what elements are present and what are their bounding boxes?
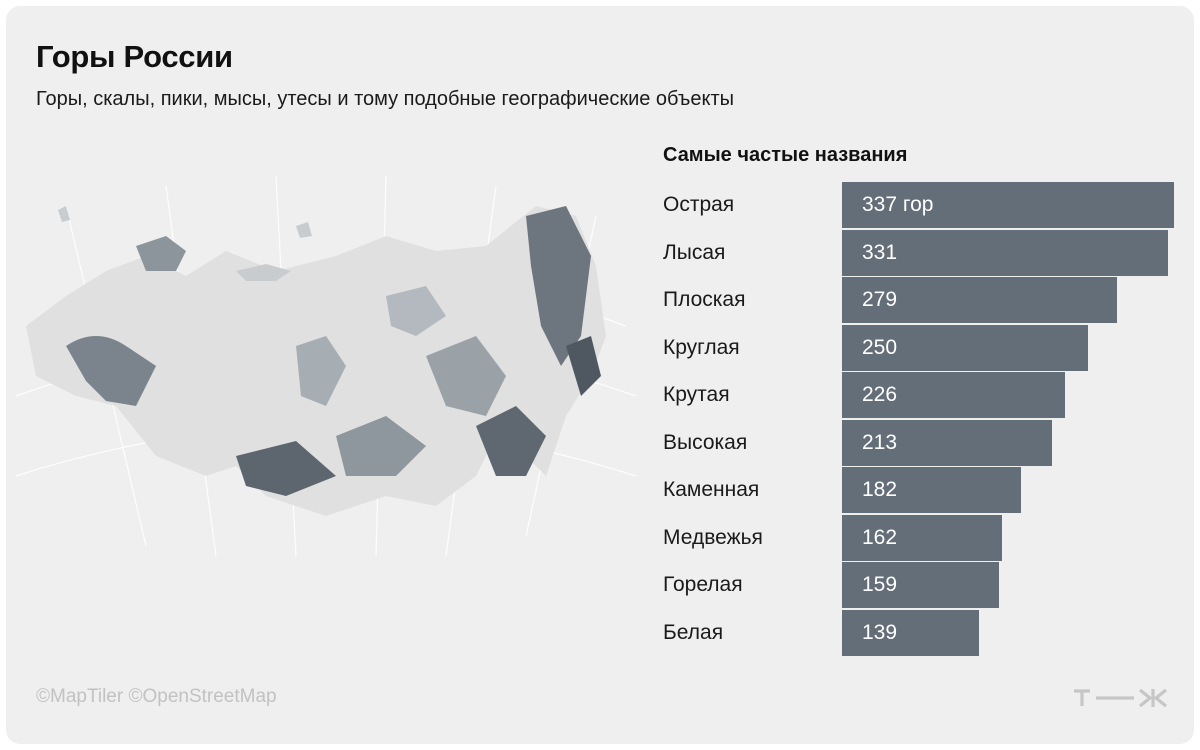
- bar-value-label: 226: [862, 383, 898, 406]
- bar: 162: [842, 514, 1002, 561]
- bar-value-label: 337 гор: [862, 193, 934, 216]
- bar-value-label: 139: [862, 620, 898, 644]
- page-title: Горы России: [36, 39, 233, 74]
- russia-mountains-map: [15, 176, 637, 557]
- bar-value-label: 213: [862, 430, 898, 454]
- bar-value-label: 182: [862, 478, 898, 501]
- bar: 226: [842, 372, 1065, 418]
- bar-category-label: Каменная: [663, 478, 760, 501]
- bar-category-label: Острая: [663, 193, 735, 216]
- infographic-card: Горы России Горы, скалы, пики, мысы, уте…: [6, 6, 1194, 744]
- bar: 182: [842, 467, 1022, 513]
- page-subtitle: Горы, скалы, пики, мысы, утесы и тому по…: [36, 88, 734, 110]
- bar: 337 гор: [842, 182, 1174, 228]
- map-credit: ©MapTiler ©OpenStreetMap: [36, 686, 277, 707]
- bar-category-label: Круглая: [663, 335, 740, 359]
- bar-value-label: 279: [862, 288, 898, 311]
- bar-category-label: Лысая: [663, 240, 726, 264]
- bar-category-label: Белая: [663, 620, 724, 644]
- bar-value-label: 250: [862, 335, 898, 359]
- bar-category-label: Медвежья: [663, 525, 763, 549]
- bar-category-label: Крутая: [663, 383, 730, 406]
- tzh-logo-icon: [1074, 688, 1167, 708]
- bar: 139: [842, 609, 979, 656]
- bar-chart: Острая 337 гор Лысая 331 Плоская 279 Круглая 25…: [6, 6, 1194, 744]
- bar: 331: [842, 229, 1169, 276]
- bar-category-label: Высокая: [663, 430, 748, 454]
- bar: 250: [842, 324, 1089, 371]
- bar-value-label: 331: [862, 240, 898, 264]
- bar: 279: [842, 277, 1117, 323]
- chart-title: Самые частые названия: [663, 144, 908, 166]
- bar-value-label: 159: [862, 573, 898, 596]
- bar-category-label: Горелая: [663, 573, 743, 596]
- bar: 159: [842, 562, 999, 608]
- bar: 213: [842, 419, 1052, 466]
- bar-category-label: Плоская: [663, 288, 746, 311]
- bar-value-label: 162: [862, 525, 898, 549]
